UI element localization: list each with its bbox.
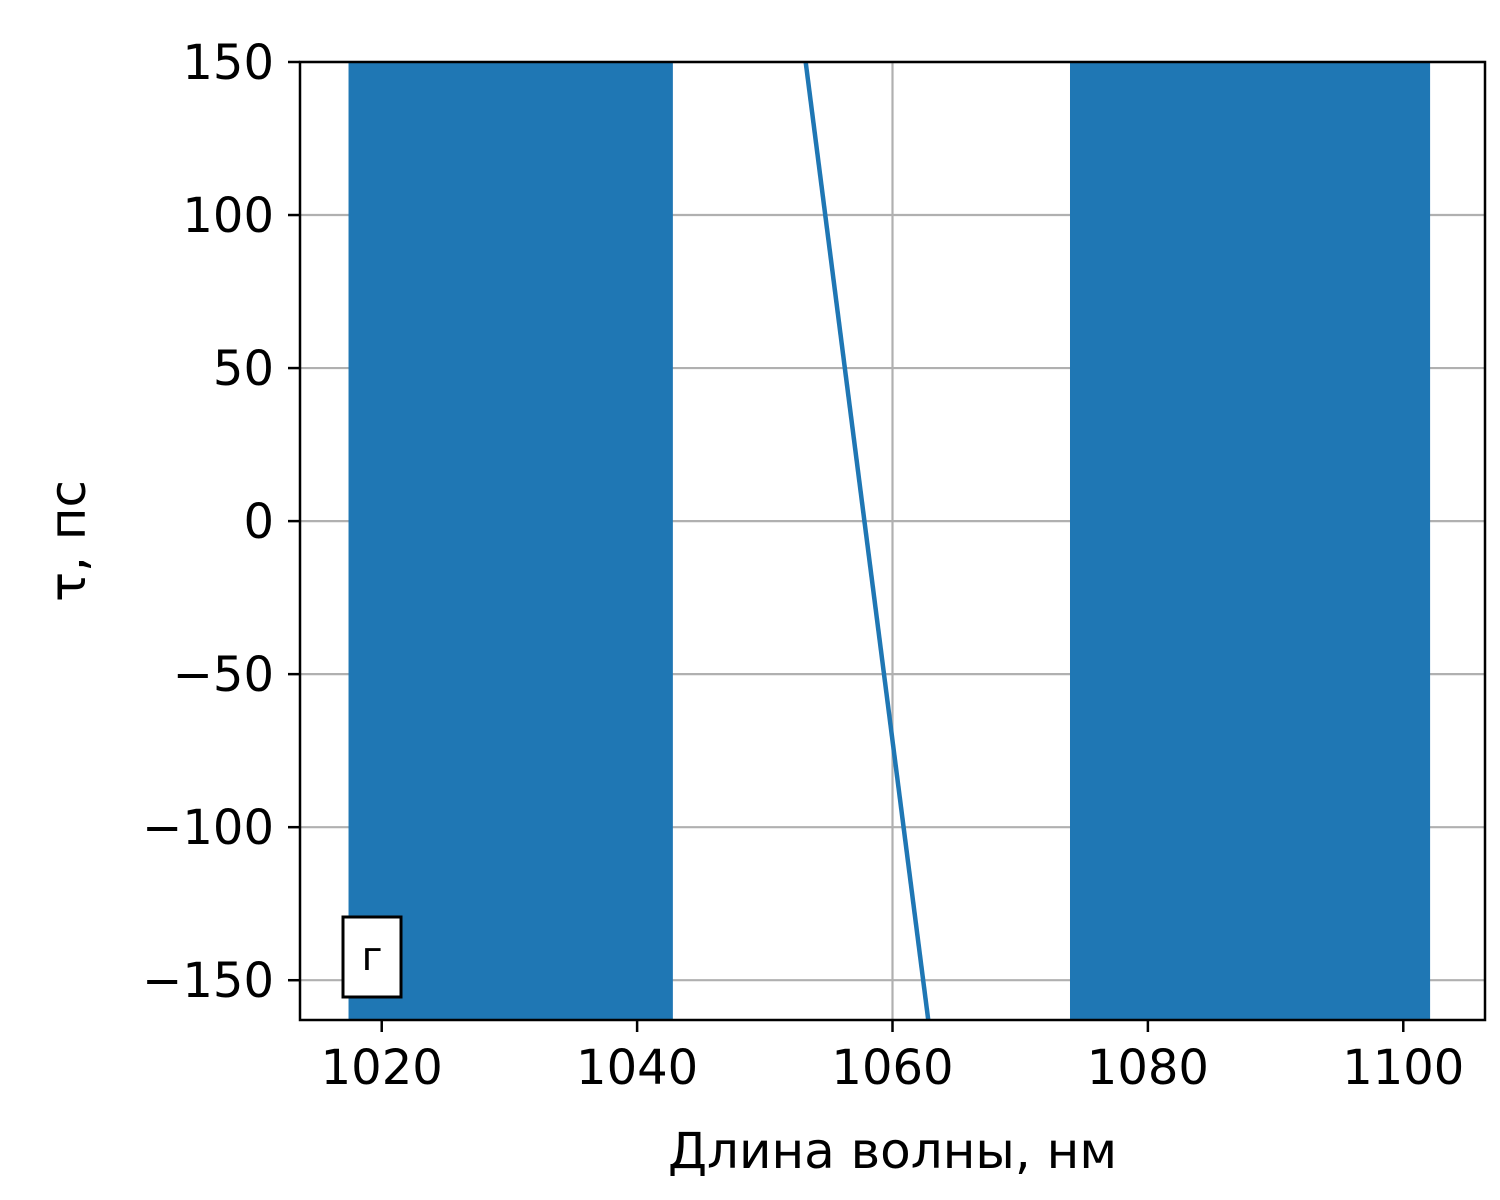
annotation-box <box>341 915 403 999</box>
shaded-bands <box>348 62 1431 1020</box>
y-tick-label-5: 100 <box>182 188 274 244</box>
shaded-band-0 <box>348 62 673 1020</box>
y-axis-label: τ, пс <box>39 480 97 602</box>
y-tick-label-0: −150 <box>142 953 274 1009</box>
x-axis-label: Длина волны, нм <box>668 1122 1117 1180</box>
panel-annotation: г <box>341 915 403 999</box>
ticks: 1020 1040 1060 1080 1100 −150 −100 −50 0 50 100 150 <box>142 35 1464 1096</box>
y-tick-label-4: 50 <box>213 341 274 397</box>
series-layer <box>803 61 931 1021</box>
x-tick-label-0: 1020 <box>321 1040 443 1096</box>
y-tick-label-6: 150 <box>182 35 274 91</box>
y-tick-label-2: −50 <box>173 647 274 703</box>
x-tick-label-3: 1080 <box>1087 1040 1209 1096</box>
x-tick-label-4: 1100 <box>1342 1040 1464 1096</box>
shaded-band-1 <box>1069 62 1431 1020</box>
series-line-0 <box>803 61 931 1021</box>
y-tick-label-1: −100 <box>142 800 274 856</box>
x-tick-label-2: 1060 <box>831 1040 953 1096</box>
y-tick-label-3: 0 <box>243 494 274 550</box>
annotation-text: г <box>361 934 382 980</box>
x-tick-label-1: 1040 <box>576 1040 698 1096</box>
